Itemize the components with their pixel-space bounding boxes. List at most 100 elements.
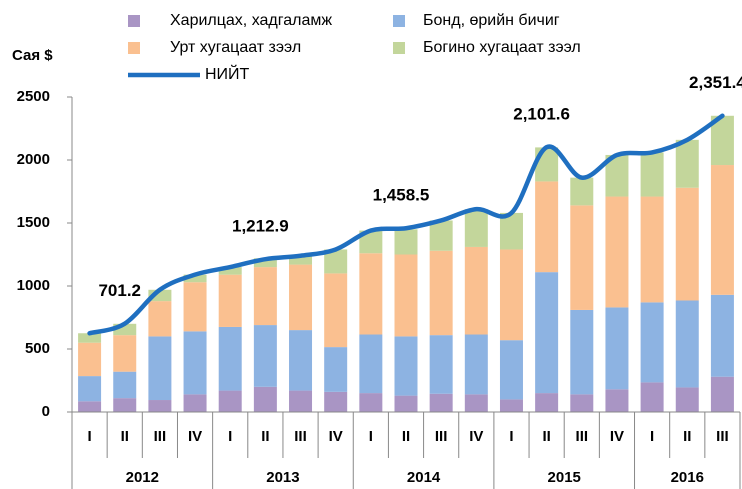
x-tick-label: I <box>650 428 654 445</box>
bar-segment <box>605 196 629 308</box>
bar-segment <box>640 152 664 197</box>
x-tick-label: IV <box>610 428 624 445</box>
bar-segment <box>324 249 348 274</box>
y-tick-label: 0 <box>42 403 50 420</box>
bar-segment <box>289 330 313 391</box>
x-tick-label: IV <box>469 428 483 445</box>
bar-segment <box>429 393 453 412</box>
legend-label: Богино хугацаат зээл <box>423 39 581 56</box>
bar-segment <box>113 335 137 372</box>
bar-segment <box>359 253 383 335</box>
bar-segment <box>675 187 699 301</box>
bar-segment <box>324 391 348 412</box>
bar-segment <box>675 139 699 188</box>
bar-segment <box>675 387 699 412</box>
bar-segment <box>218 274 242 327</box>
group-label: 2015 <box>548 469 581 486</box>
x-tick-label: IV <box>329 428 343 445</box>
x-tick-label: IV <box>188 428 202 445</box>
legend-swatch <box>128 42 140 54</box>
bar-segment <box>570 177 594 206</box>
x-tick-label: I <box>369 428 373 445</box>
bar-segment <box>148 289 172 302</box>
legend-swatch <box>393 15 405 27</box>
x-tick-label: II <box>402 428 410 445</box>
y-tick-label: 2000 <box>17 151 50 168</box>
bar-segment <box>324 273 348 348</box>
bar-segment <box>148 400 172 412</box>
bar-segment <box>464 246 488 335</box>
total-line <box>87 113 725 336</box>
bar-segment <box>499 212 523 250</box>
group-label: 2013 <box>266 469 299 486</box>
legend-label: НИЙТ <box>205 64 250 83</box>
bar-segment <box>710 165 734 295</box>
group-label: 2016 <box>671 469 704 486</box>
bar-segment <box>394 254 418 337</box>
bar-segment <box>710 376 734 412</box>
bar-segment <box>640 196 664 303</box>
y-tick-label: 1000 <box>17 277 50 294</box>
x-tick-label: III <box>576 428 589 445</box>
x-tick-label: I <box>228 428 232 445</box>
x-tick-label: III <box>716 428 729 445</box>
legend-swatch <box>128 15 140 27</box>
bar-segment <box>605 389 629 412</box>
bar-segment <box>253 258 277 268</box>
x-tick-label: I <box>509 428 513 445</box>
legend-label: Бонд, өрийн бичиг <box>423 12 560 29</box>
bar-segment <box>359 393 383 412</box>
y-tick-label: 500 <box>25 340 50 357</box>
bar-segment <box>359 230 383 254</box>
x-tick-label: II <box>121 428 129 445</box>
bar-segment <box>605 154 629 197</box>
data-label: 2,101.6 <box>513 105 570 124</box>
bar-segment <box>324 347 348 392</box>
bar-segment <box>499 399 523 412</box>
bar-segment <box>289 264 313 331</box>
bar-segment <box>78 401 102 412</box>
legend-swatch <box>393 42 405 54</box>
bar-segment <box>78 333 102 343</box>
bar-segment <box>253 325 277 387</box>
bar-segment <box>253 267 277 326</box>
bar-segment <box>113 371 137 399</box>
data-label: 701.2 <box>98 281 141 300</box>
bar-segment <box>570 205 594 310</box>
bar-segment <box>535 393 559 412</box>
bar-segment <box>148 336 172 401</box>
bar-segment <box>183 331 207 395</box>
bar-segment <box>499 340 523 400</box>
bar-segment <box>570 309 594 395</box>
legend-label: Урт хугацаат зээл <box>170 39 301 56</box>
bar-segment <box>535 272 559 394</box>
bar-segment <box>464 334 488 395</box>
bar-segment <box>218 390 242 412</box>
bar-segment <box>499 249 523 341</box>
bar-segment <box>113 323 137 336</box>
x-tick-label: II <box>683 428 691 445</box>
bar-segment <box>675 300 699 388</box>
bar-segment <box>464 209 488 247</box>
bar-segment <box>570 394 594 412</box>
data-label: 2,351.4 <box>689 73 742 92</box>
x-tick-label: III <box>154 428 167 445</box>
bar-segment <box>605 307 629 390</box>
bar-segment <box>710 115 734 166</box>
group-label: 2012 <box>126 469 159 486</box>
bar-segment <box>394 229 418 255</box>
x-tick-label: III <box>435 428 448 445</box>
bar-segment <box>394 395 418 412</box>
bar-segment <box>183 394 207 412</box>
x-tick-label: II <box>261 428 269 445</box>
group-label: 2014 <box>407 469 441 486</box>
bar-segment <box>429 250 453 336</box>
bar-segment <box>218 326 242 391</box>
bar-segment <box>535 147 559 182</box>
data-label: 1,212.9 <box>232 217 289 236</box>
bar-segment <box>535 181 559 273</box>
x-tick-label: I <box>87 428 91 445</box>
bar-segment <box>640 382 664 412</box>
bar-segment <box>289 390 313 412</box>
